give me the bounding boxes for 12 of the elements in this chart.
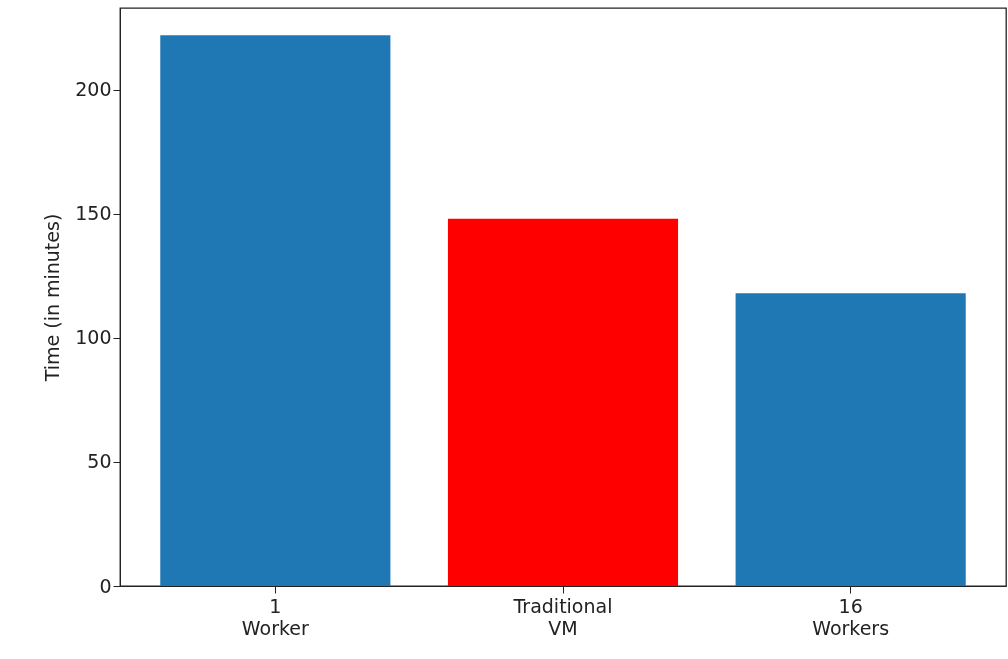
bar bbox=[160, 35, 391, 586]
x-tick-label: 1 Worker bbox=[241, 594, 309, 639]
y-tick-label: 0 bbox=[99, 574, 112, 597]
y-tick-label: 200 bbox=[75, 78, 112, 101]
x-tick-label: 16 Workers bbox=[812, 594, 890, 639]
bar bbox=[735, 293, 966, 586]
bar bbox=[447, 218, 679, 586]
y-axis-title: Time (in minutes) bbox=[41, 213, 64, 383]
y-tick-label: 50 bbox=[87, 450, 112, 473]
y-tick-label: 100 bbox=[75, 326, 112, 349]
y-tick-label: 150 bbox=[75, 202, 112, 225]
x-tick-label: Traditional VM bbox=[512, 594, 613, 639]
